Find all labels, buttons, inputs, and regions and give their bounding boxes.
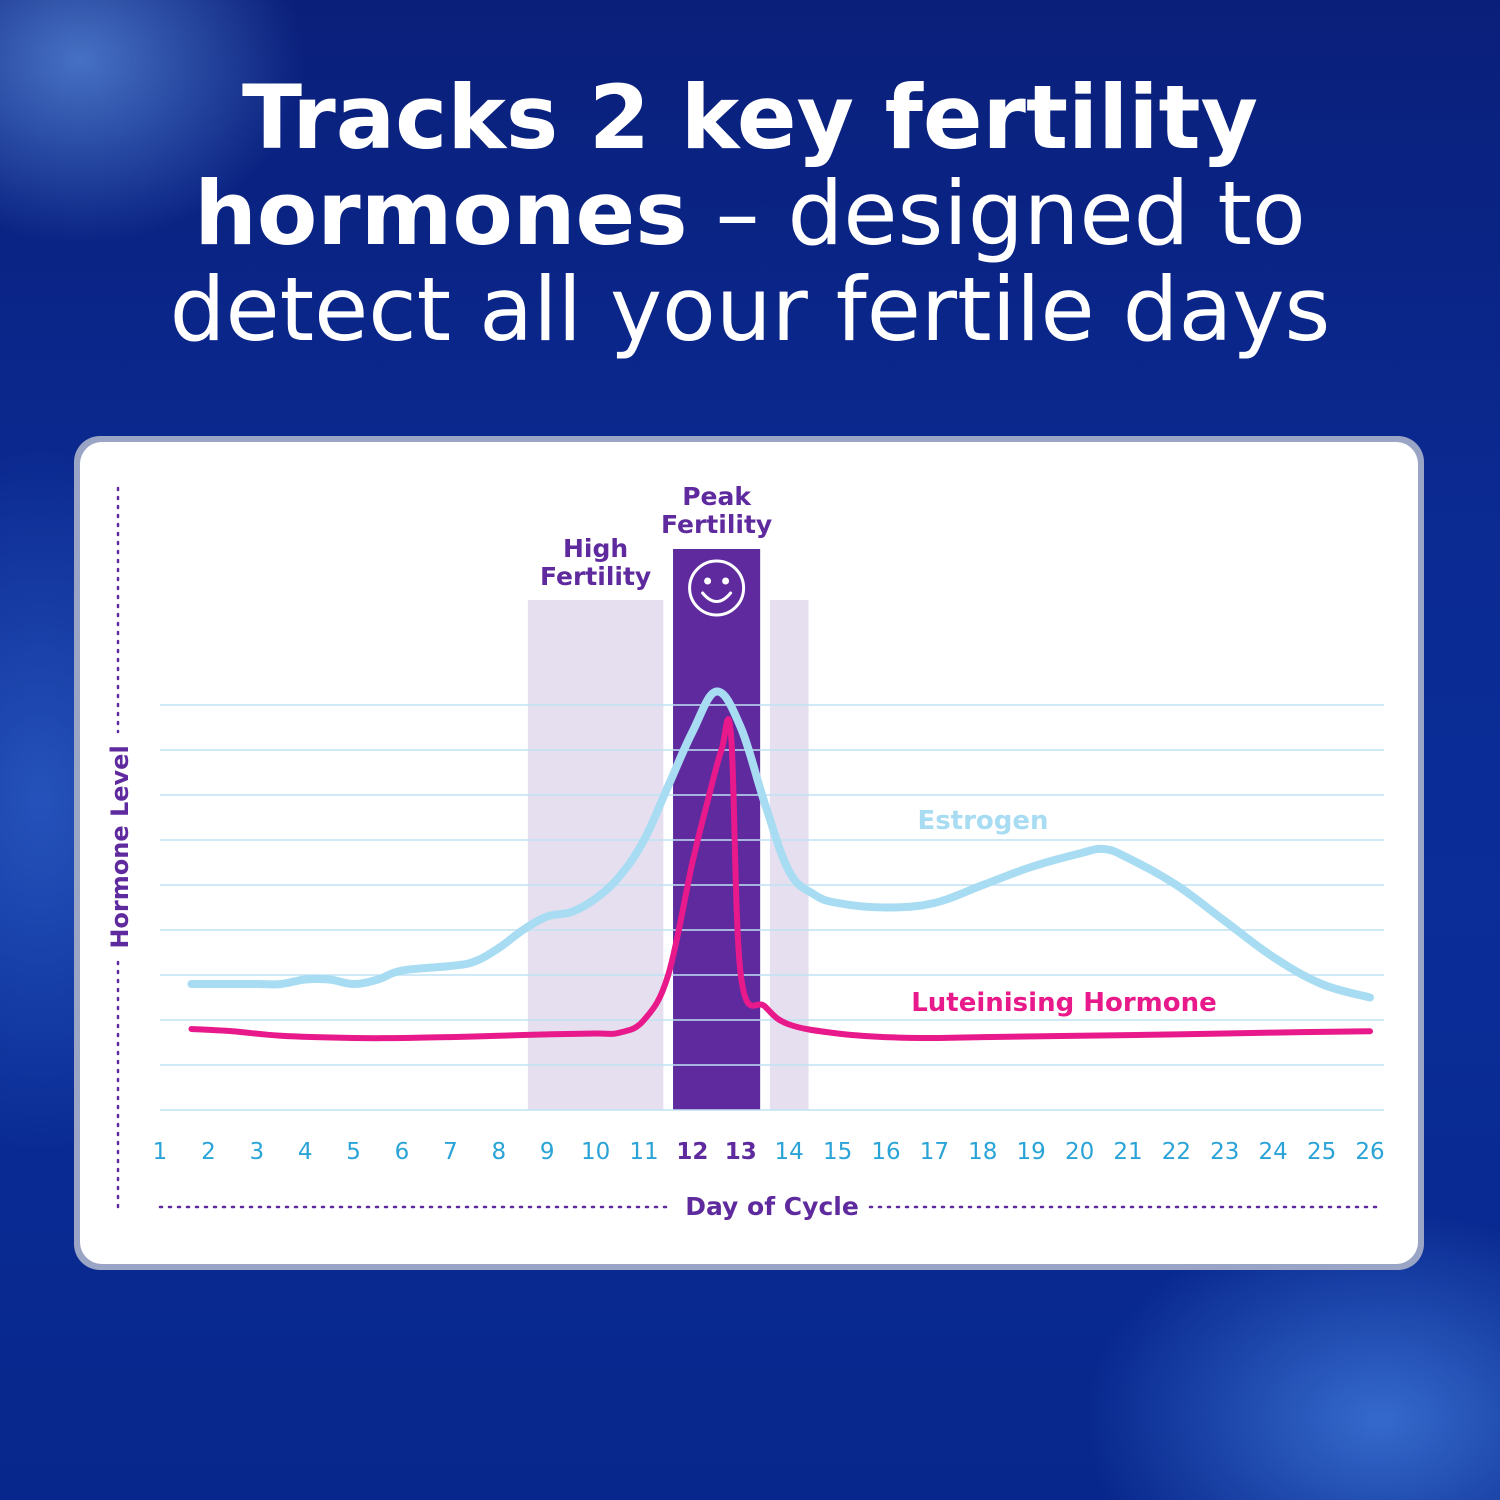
x-tick-label: 24 bbox=[1259, 1139, 1288, 1165]
x-tick-label: 11 bbox=[629, 1139, 658, 1165]
headline-line-2-bold: hormones bbox=[194, 162, 688, 265]
estrogen-line bbox=[187, 687, 1374, 1002]
headline-line-1-bold: Tracks 2 key fertility bbox=[242, 66, 1258, 169]
high-fertility-label: High bbox=[563, 534, 628, 563]
x-tick-label: 26 bbox=[1355, 1139, 1384, 1165]
headline-line-3-light: detect all your fertile days bbox=[169, 258, 1331, 361]
x-tick-label: 10 bbox=[581, 1139, 610, 1165]
x-tick-label: 19 bbox=[1017, 1139, 1046, 1165]
x-tick-label: 13 bbox=[725, 1139, 757, 1165]
smiley-right-eye bbox=[722, 577, 730, 585]
x-tick-label: 17 bbox=[920, 1139, 949, 1165]
smiley-icon bbox=[688, 559, 746, 617]
high-fertility-band bbox=[769, 600, 809, 1110]
x-tick-label: 12 bbox=[676, 1139, 708, 1165]
x-tick-label: 7 bbox=[443, 1139, 458, 1165]
x-tick-label: 18 bbox=[968, 1139, 997, 1165]
x-tick-label: 21 bbox=[1113, 1139, 1142, 1165]
smiley-left-eye bbox=[704, 577, 712, 585]
x-tick-label: 3 bbox=[249, 1139, 264, 1165]
x-tick-label: 20 bbox=[1065, 1139, 1094, 1165]
x-tick-label: 14 bbox=[775, 1139, 804, 1165]
x-tick-label: 16 bbox=[871, 1139, 900, 1165]
lh-line bbox=[188, 716, 1373, 1042]
lh-label: Luteinising Hormone bbox=[911, 988, 1217, 1018]
estrogen-label: Estrogen bbox=[917, 806, 1048, 836]
headline-line-2: hormones – designed to bbox=[0, 166, 1500, 262]
headline-line-3: detect all your fertile days bbox=[0, 262, 1500, 358]
peak-fertility-band bbox=[673, 549, 761, 1110]
x-tick-label: 8 bbox=[491, 1139, 506, 1165]
x-tick-label: 15 bbox=[823, 1139, 852, 1165]
x-tick-label: 23 bbox=[1210, 1139, 1239, 1165]
x-axis-title: Day of Cycle bbox=[685, 1192, 859, 1221]
headline-line-2-light: – designed to bbox=[687, 162, 1306, 265]
y-axis-title: Hormone Level bbox=[106, 745, 134, 948]
headline: Tracks 2 key fertility hormones – design… bbox=[0, 70, 1500, 358]
x-tick-label: 9 bbox=[540, 1139, 555, 1165]
peak-fertility-label: Peak bbox=[682, 482, 752, 511]
smiley-face-outline bbox=[688, 559, 746, 617]
high-fertility-label: Fertility bbox=[540, 562, 651, 591]
x-tick-label: 1 bbox=[153, 1139, 168, 1165]
x-tick-label: 4 bbox=[298, 1139, 313, 1165]
peak-fertility-label: Fertility bbox=[661, 510, 772, 539]
smiley-mouth bbox=[701, 591, 733, 603]
x-tick-label: 22 bbox=[1162, 1139, 1191, 1165]
x-tick-label: 5 bbox=[346, 1139, 361, 1165]
x-tick-label: 2 bbox=[201, 1139, 216, 1165]
headline-line-1: Tracks 2 key fertility bbox=[0, 70, 1500, 166]
x-tick-label: 25 bbox=[1307, 1139, 1336, 1165]
x-tick-label: 6 bbox=[395, 1139, 410, 1165]
